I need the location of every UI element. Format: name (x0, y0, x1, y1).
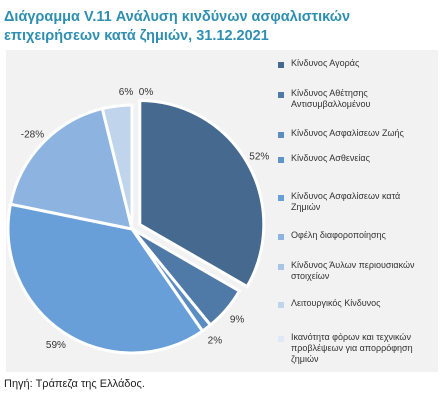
legend-label: Κίνδυνος Αγοράς (291, 58, 360, 68)
legend-swatch (278, 264, 284, 270)
pie-slice (6, 202, 205, 355)
pie-chart: 52% 9% 2% 59% -28% 6% 0% (6, 87, 269, 355)
legend-label: Κίνδυνος Αθέτησης Αντισυμβαλλομένου (291, 88, 371, 109)
legend-item: Κίνδυνος Ασφαλίσεων κατά Ζημιών (278, 191, 431, 213)
slice-data-label: 52% (249, 152, 269, 163)
slice-data-label: 2% (208, 335, 223, 346)
legend-label: Κίνδυνος Ασφαλίσεων Ζωής (291, 128, 404, 138)
source-note: Πηγή: Τράπεζα της Ελλάδος. (4, 378, 145, 390)
legend-item: Κίνδυνος Αθέτησης Αντισυμβαλλομένου (278, 88, 431, 110)
legend-swatch (278, 195, 284, 201)
legend-label: Οφέλη διαφοροποίησης (291, 230, 386, 240)
chart-title: Διάγραμμα V.11 Ανάλυση κινδύνων ασφαλιστ… (4, 9, 351, 44)
legend-swatch (278, 132, 284, 138)
legend-swatch (278, 302, 284, 308)
slice-data-label: 59% (46, 340, 66, 351)
legend-swatch (278, 336, 284, 342)
legend-item: Οφέλη διαφοροποίησης (278, 230, 431, 241)
legend-item: Κίνδυνος Ασθενείας (278, 153, 431, 164)
legend-swatch (278, 92, 284, 98)
legend-label: Ικανότητα φόρων και τεχνικών προβλέψεων … (291, 332, 413, 364)
pie-slice (100, 103, 134, 230)
legend-item: Κίνδυνος Ασφαλίσεων Ζωής (278, 128, 431, 139)
legend-label: Κίνδυνος Ασφαλίσεων κατά Ζημιών (291, 191, 401, 212)
pie-slice (8, 106, 135, 231)
legend-swatch (278, 234, 284, 240)
legend-item: Λειτουργικός Κίνδυνος (278, 298, 431, 309)
legend-label: Λειτουργικός Κίνδυνος (291, 298, 381, 308)
legend-swatch (278, 157, 284, 163)
legend-label: Κίνδυνος Ασθενείας (291, 153, 370, 163)
slice-data-label: 9% (230, 314, 245, 325)
legend-item: Ικανότητα φόρων και τεχνικών προβλέψεων … (278, 332, 431, 365)
legend-item: Κίνδυνος Αγοράς (278, 58, 431, 69)
pie-slice (138, 98, 266, 289)
legend-item: Κίνδυνος Άυλων περιουσιακών στοιχείων (278, 260, 431, 282)
slice-data-label: -28% (21, 129, 44, 140)
slice-data-label: 0% (139, 87, 154, 98)
slice-data-label: 6% (119, 87, 134, 98)
legend-swatch (278, 62, 284, 68)
legend-label: Κίνδυνος Άυλων περιουσιακών στοιχείων (291, 260, 415, 281)
